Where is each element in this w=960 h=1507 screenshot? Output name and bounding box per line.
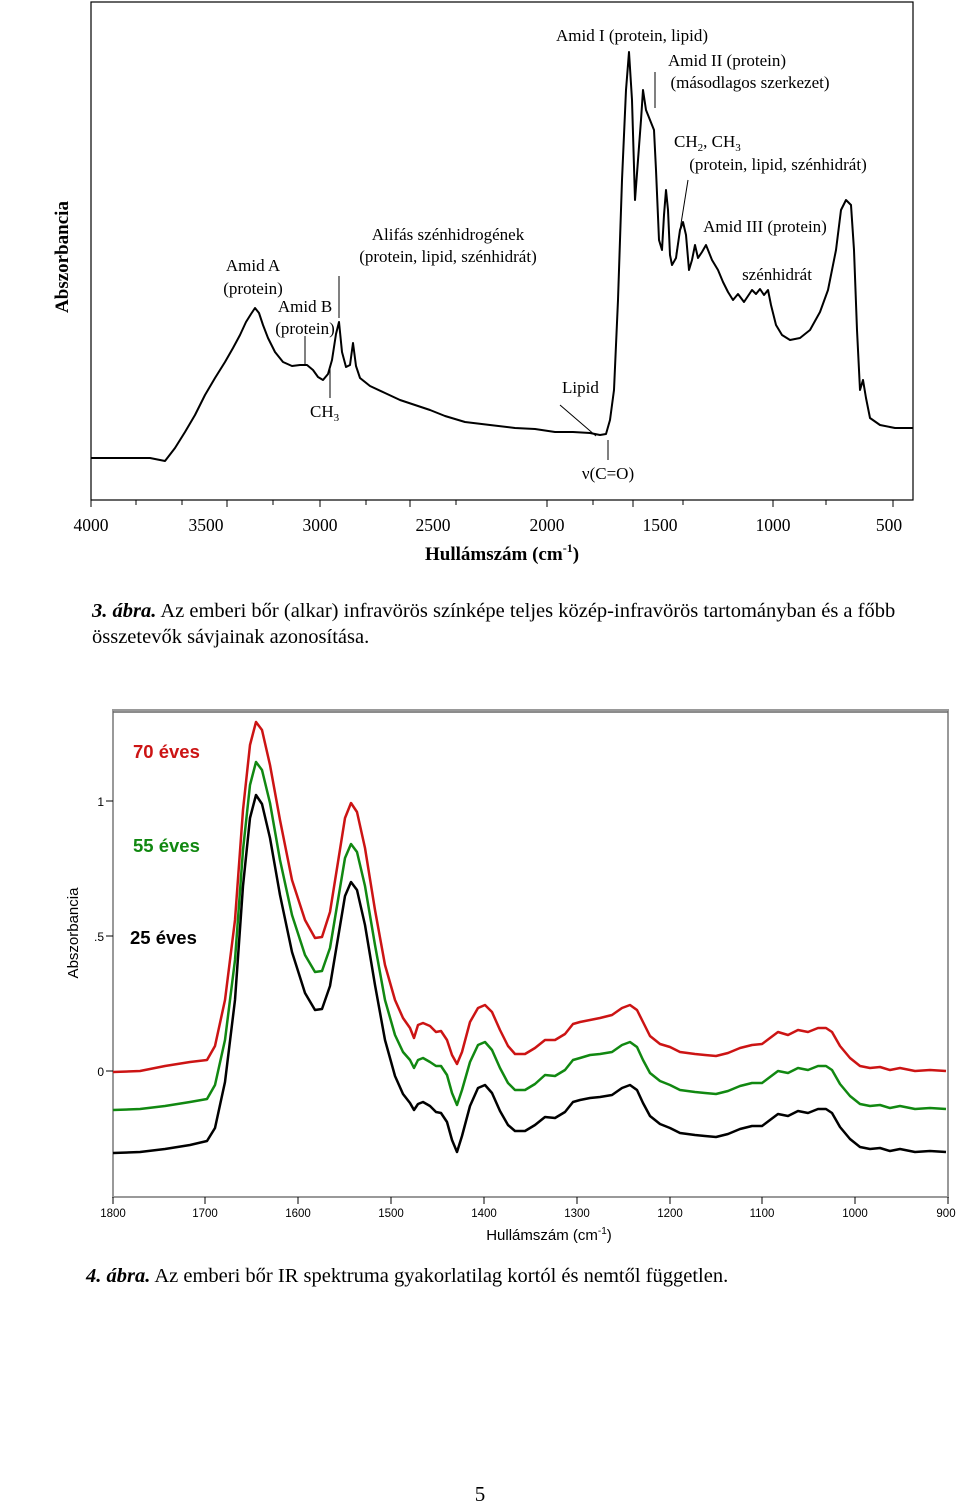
fig3-leader-lines: [304, 72, 689, 460]
figure-4-frame: [112, 709, 949, 1198]
annotation-ch2-ch3-sub: (protein, lipid, szénhidrát): [689, 155, 867, 174]
page-number: 5: [474, 1482, 486, 1506]
annotation-amid-b-sub: (protein): [275, 319, 334, 338]
fig4-y-tick: .5: [94, 930, 104, 944]
figure-3-caption: 3. ábra. Az emberi bőr (alkar) infravörö…: [92, 598, 958, 650]
annotation-ch2-ch3: CH2, CH3: [674, 132, 741, 154]
annotation-alifas: Alifás szénhidrogének: [372, 225, 525, 244]
fig3-x-tick: 2500: [416, 515, 451, 535]
fig4-x-axis-label: Hullámszám (cm-1): [486, 1226, 612, 1244]
figure-4-caption-text: Az emberi bőr IR spektruma gyakorlatilag…: [150, 1265, 729, 1287]
annotation-amid-a-sub: (protein): [223, 279, 282, 298]
annotation-amid-b: Amid B: [278, 297, 332, 316]
fig4-y-tick: 1: [97, 795, 104, 809]
fig3-x-tick: 4000: [74, 515, 109, 535]
fig3-x-axis-label: Hullámszám (cm-1): [425, 541, 579, 565]
fig4-y-axis-label: Abszorbancia: [65, 887, 82, 979]
fig3-x-tick: 1500: [643, 515, 678, 535]
fig4-x-tick: 1500: [378, 1208, 404, 1220]
figure-3-caption-text: Az emberi bőr (alkar) infravörös színkép…: [92, 600, 896, 648]
annotation-lipid: Lipid: [562, 378, 599, 397]
fig4-x-tick: 1700: [192, 1208, 218, 1220]
fig3-y-axis-label: Abszorbancia: [52, 201, 73, 313]
fig4-series-25: [112, 793, 947, 1155]
annotation-amid-a: Amid A: [226, 256, 281, 275]
fig4-x-tick: 1400: [471, 1208, 497, 1220]
annotation-amid-ii: Amid II (protein): [668, 51, 786, 70]
fig4-x-tick: 1100: [750, 1208, 775, 1220]
annotation-amid-iii: Amid III (protein): [703, 217, 827, 236]
fig4-y-tick: 0: [97, 1065, 104, 1079]
figure-4: 1 .5 0 Abszorbancia 1800 1700 1600 1500 …: [65, 709, 956, 1244]
fig3-x-tick: 500: [876, 515, 903, 535]
annotation-ch3: CH3: [310, 402, 340, 424]
annotation-nu-co: ν(C=O): [582, 464, 634, 483]
series-label-55: 55 éves: [133, 835, 200, 856]
annotation-alifas-sub: (protein, lipid, szénhidrát): [359, 247, 537, 266]
fig3-spectrum-line: [91, 51, 913, 462]
figure-3-frame: [90, 1, 914, 501]
fig4-series-55: [112, 760, 947, 1112]
fig4-x-tick: 1800: [100, 1208, 126, 1220]
fig3-x-tick: 3500: [189, 515, 224, 535]
figure-4-caption-label: 4. ábra.: [86, 1265, 151, 1287]
fig4-x-tick: 1600: [285, 1208, 311, 1220]
fig4-x-tick: 1300: [564, 1208, 590, 1220]
annotation-amid-i: Amid I (protein, lipid): [556, 26, 708, 45]
series-label-25: 25 éves: [130, 927, 197, 948]
fig3-x-tick: 1000: [756, 515, 791, 535]
fig4-x-tick: 1200: [657, 1208, 683, 1220]
figure-3-caption-label: 3. ábra.: [92, 600, 157, 622]
annotation-szenhidrat: szénhidrát: [742, 265, 812, 284]
series-label-70: 70 éves: [133, 741, 200, 762]
fig3-x-tick: 2000: [530, 515, 565, 535]
figure-3: 4000 3500 3000 2500 2000 1500 1000 500 H…: [52, 1, 914, 565]
figure-4-caption: 4. ábra. Az emberi bőr IR spektruma gyak…: [86, 1263, 952, 1289]
fig4-x-tick: 1000: [842, 1208, 868, 1220]
annotation-amid-ii-sub: (másodlagos szerkezet): [670, 73, 829, 92]
fig4-x-tick: 900: [936, 1208, 955, 1220]
fig4-series-70: [112, 720, 947, 1074]
fig3-x-tick: 3000: [303, 515, 338, 535]
